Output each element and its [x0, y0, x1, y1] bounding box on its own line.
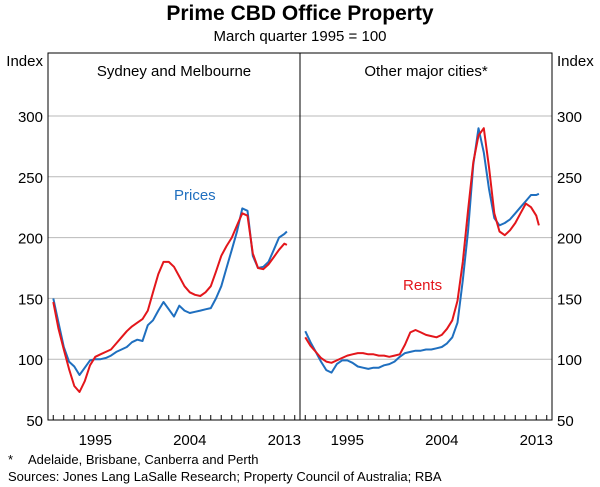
- y-tick-label: 100: [18, 352, 43, 369]
- chart-title: Prime CBD Office Property: [166, 2, 434, 25]
- x-tick-label: 2004: [425, 432, 458, 449]
- chart-svg: 50 100 150 200 250 300 Index 1995 2004 2013 Sydney…: [6, 52, 594, 449]
- series-label-rents: Rents: [403, 277, 442, 294]
- y-axis-label-right: Index: [557, 53, 594, 70]
- footnote: * Adelaide, Brisbane, Canberra and Perth: [8, 452, 259, 467]
- x-tick-label: 2013: [520, 432, 553, 449]
- y-tick-label: 250: [557, 170, 582, 187]
- series-line-rents: [304, 127, 540, 364]
- y-tick-label: 300: [18, 109, 43, 126]
- y-tick-label: 50: [26, 413, 43, 430]
- y-tick-label: 200: [18, 231, 43, 248]
- panel-title: Other major cities*: [364, 63, 488, 80]
- x-tick-label: 1995: [79, 432, 112, 449]
- y-tick-label: 300: [557, 109, 582, 126]
- y-tick-label: 50: [557, 413, 574, 430]
- y-tick-label: 200: [557, 231, 582, 248]
- series-label-prices: Prices: [174, 187, 216, 204]
- series-line-prices: [52, 207, 288, 376]
- chart-subtitle: March quarter 1995 = 100: [213, 28, 387, 45]
- footnote-marker: *: [8, 452, 14, 467]
- y-tick-label: 250: [18, 170, 43, 187]
- panel-title: Sydney and Melbourne: [97, 63, 251, 80]
- sources-note: Sources: Jones Lang LaSalle Research; Pr…: [8, 469, 442, 484]
- y-axis-label-left: Index: [6, 53, 43, 70]
- footnote-text: Adelaide, Brisbane, Canberra and Perth: [28, 452, 259, 467]
- x-tick-label: 2004: [173, 432, 206, 449]
- x-tick-label: 2013: [268, 432, 301, 449]
- x-tick-label: 1995: [331, 432, 364, 449]
- series-line-rents: [52, 212, 288, 393]
- y-tick-label: 150: [18, 291, 43, 308]
- series-line-prices: [304, 127, 540, 374]
- y-tick-label: 100: [557, 352, 582, 369]
- y-tick-label: 150: [557, 291, 582, 308]
